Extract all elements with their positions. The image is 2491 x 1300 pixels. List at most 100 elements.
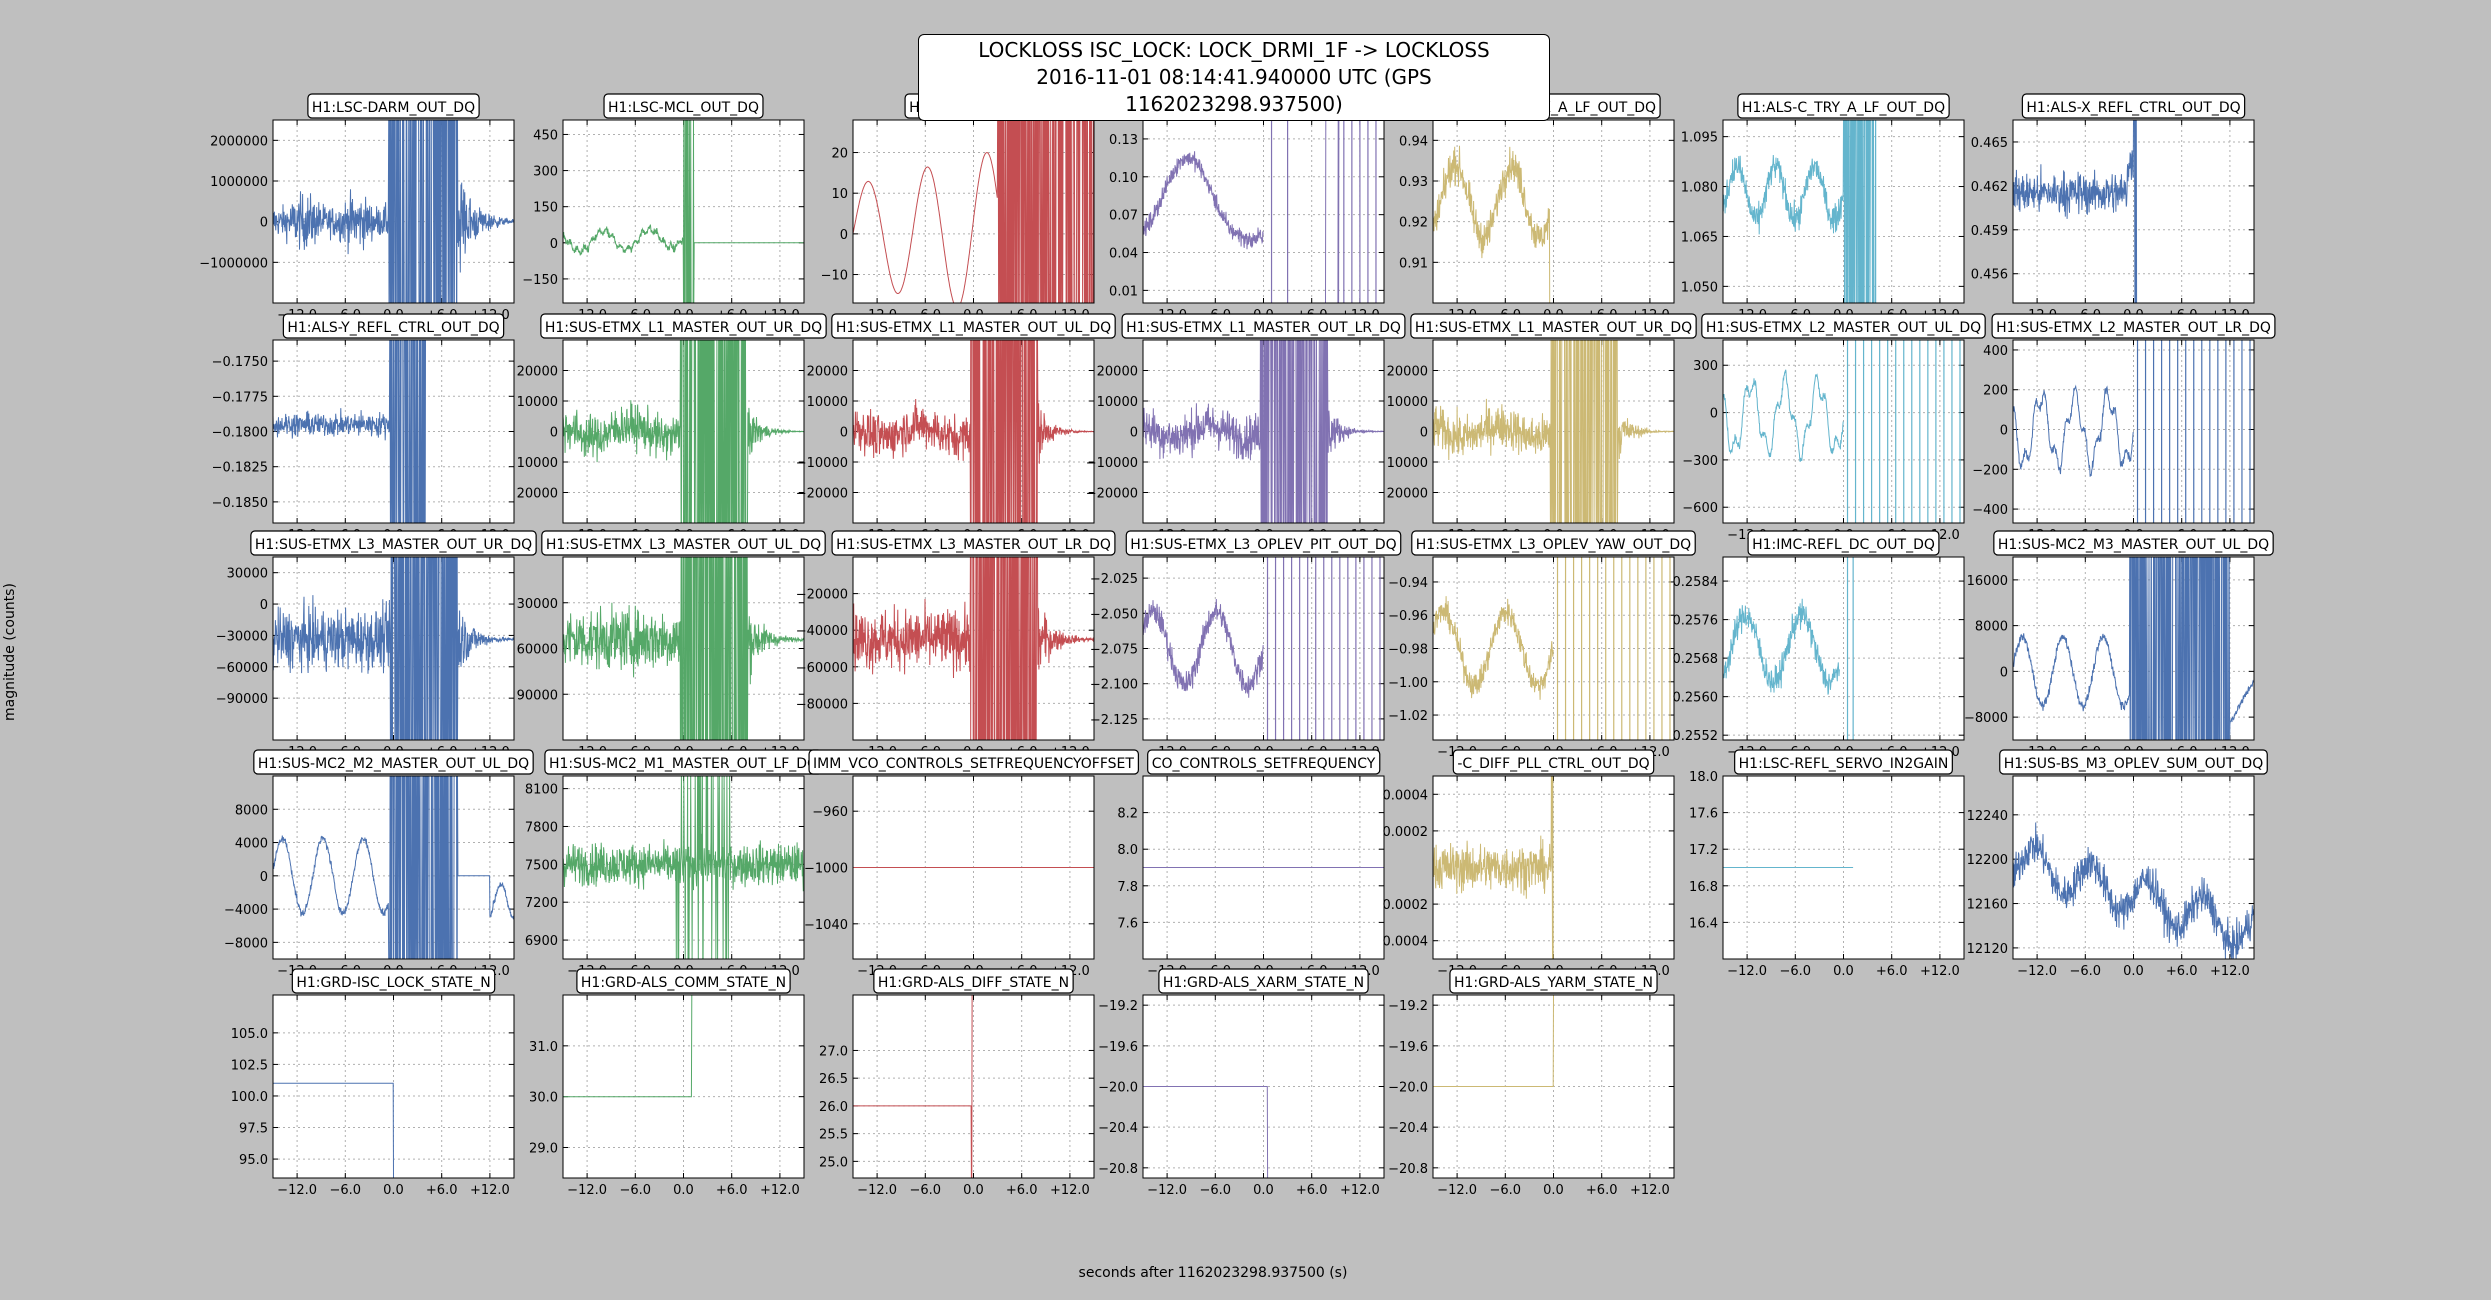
x-tick-label: 0.0 [1253,1183,1274,1198]
x-tick-label: +6.0 [1006,1183,1038,1198]
y-tick-label: 0.2552 [1673,729,1719,744]
subplot-title: H1:SUS-ETMX_L2_MASTER_OUT_LR_DQ [1996,320,2271,336]
y-tick-label: −2.100 [1090,678,1138,693]
subplot-title-box [1734,749,1953,775]
y-tick-label: 90000 [517,688,558,703]
subplot-title: H1:GRD-ALS_DIFF_STATE_N [878,975,1069,991]
x-tick-label: −6.0 [1780,964,1812,979]
series-line [2013,384,2134,477]
series-line [853,340,1094,523]
y-tick-label: −1.02 [1388,709,1428,724]
figure-title-line2: 2016-11-01 08:14:41.940000 UTC (GPS 1162… [1036,65,1432,116]
x-tick-label: −6.0 [910,1183,942,1198]
subplot-title-box [253,749,534,775]
y-tick-label: −19.6 [1098,1040,1138,1055]
axes-frame [852,556,1095,741]
y-tick-label: 102.5 [231,1058,268,1073]
axes-frame [272,556,515,741]
y-tick-label: 20000 [1387,365,1428,380]
x-tick-label: −6.0 [330,1183,362,1198]
y-tick-label: 0 [1420,426,1428,441]
y-tick-label: 300 [1693,359,1718,374]
y-tick-label: 0 [550,426,558,441]
y-tick-label: −20000 [1086,487,1138,502]
series-line [2013,557,2254,740]
subplot-16: −12.0−6.00.0+6.0+12.0900006000030000H1:S… [517,530,826,760]
y-tick-label: 100.0 [231,1090,268,1105]
figure-ylabel: magnitude (counts) [2,583,18,721]
y-tick-label: 0.459 [1971,224,2008,239]
y-tick-label: −20.4 [1098,1121,1138,1136]
subplot-grid: −12.0−6.00.0+6.0+12.0−100000001000000200… [199,93,2276,1198]
axes-frame [2012,119,2255,304]
y-tick-label: 10000 [517,395,558,410]
subplot-title-box [1747,530,1940,556]
y-tick-label: −200 [1972,463,2008,478]
subplot-7: −12.0−6.00.0+6.0+12.00.4560.4590.4620.46… [1971,93,2255,323]
axes-frame [1142,556,1385,741]
y-tick-label: 0 [2000,424,2008,439]
y-tick-label: 25.5 [819,1128,848,1143]
y-tick-label: 1.095 [1681,131,1718,146]
series-line [1723,369,1844,463]
y-tick-label: 20000 [517,365,558,380]
y-tick-label: 95.0 [239,1153,268,1168]
y-tick-label: 6900 [525,934,558,949]
series-line [273,120,514,303]
y-tick-label: −0.1850 [212,496,268,511]
y-tick-label: −2.050 [1090,607,1138,622]
y-tick-label: −60000 [796,661,848,676]
y-tick-label: −10000 [1086,456,1138,471]
y-tick-label: −0.1800 [212,426,268,441]
x-tick-label: +6.0 [1876,964,1908,979]
x-tick-label: −12.0 [1437,1183,1477,1198]
subplot-title: H1:SUS-ETMX_L3_OPLEV_YAW_OUT_DQ [1416,537,1691,553]
y-tick-label: 12240 [1967,809,2008,824]
series-line [2013,120,2138,303]
subplot-8: −12.0−6.00.0+6.0+12.0−0.1850−0.1825−0.18… [212,313,515,543]
y-tick-label: 30000 [517,597,558,612]
subplot-title: CO_CONTROLS_SETFREQUENCY [1152,756,1376,772]
y-tick-label: −0.96 [1388,609,1428,624]
series-line [563,120,804,303]
x-tick-label: +12.0 [1630,1183,1670,1198]
series-line [273,776,514,959]
subplot-title-box [808,749,1139,775]
axes-frame [562,994,805,1179]
series-line [563,776,804,959]
axes-frame [272,775,515,960]
y-tick-label: −19.2 [1388,999,1428,1014]
series-line [2013,822,2254,959]
y-tick-label: 20000 [1387,487,1428,502]
y-tick-label: 0 [260,870,268,885]
y-tick-label: −960 [812,805,848,820]
y-tick-label: 0.2560 [1673,691,1719,706]
y-tick-label: −600 [1682,501,1718,516]
y-tick-label: −1040 [804,918,848,933]
subplot-6: −12.0−6.00.0+6.0+12.01.0501.0651.0801.09… [1681,93,1965,323]
subplot-title-box [576,968,791,994]
y-tick-label: 8.0 [1117,843,1138,858]
subplot-title-box [307,93,480,119]
subplot-12: −12.0−6.00.0+6.0+12.02000010000010000200… [1387,313,1697,543]
y-tick-label: 10000 [807,395,848,410]
axes-frame [562,556,805,741]
y-tick-label: 26.0 [819,1100,848,1115]
axes-frame [852,775,1095,960]
subplot-title: H1:SUS-ETMX_L1_MASTER_OUT_UL_DQ [836,320,1111,336]
subplot-3: −12.0−6.00.0+6.0+12.0−1001020H1:IMC-F_OU… [821,93,1095,323]
y-tick-label: 1.080 [1681,181,1718,196]
x-tick-label: 0.0 [2123,964,2144,979]
series-line [563,340,804,523]
y-tick-label: 16.4 [1689,916,1718,931]
y-tick-label: −300 [1682,454,1718,469]
y-tick-label: −30000 [216,629,268,644]
subplot-title: H1:SUS-MC2_M1_MASTER_OUT_LF_DQ [549,756,818,772]
subplot-title: H1:LSC-DARM_OUT_DQ [312,100,475,116]
x-tick-label: 0.0 [1833,964,1854,979]
subplot-1: −12.0−6.00.0+6.0+12.0−100000001000000200… [199,93,515,323]
subplot-title: H1:SUS-ETMX_L2_MASTER_OUT_UL_DQ [1706,320,1981,336]
subplot-33: −12.0 −6.0 0.0 +6.0 +12.0 −20.8 −20.4 −20.0 −19.… [1388,968,1675,1198]
subplot-title: H1:ALS-Y_REFL_CTRL_OUT_DQ [287,320,499,336]
